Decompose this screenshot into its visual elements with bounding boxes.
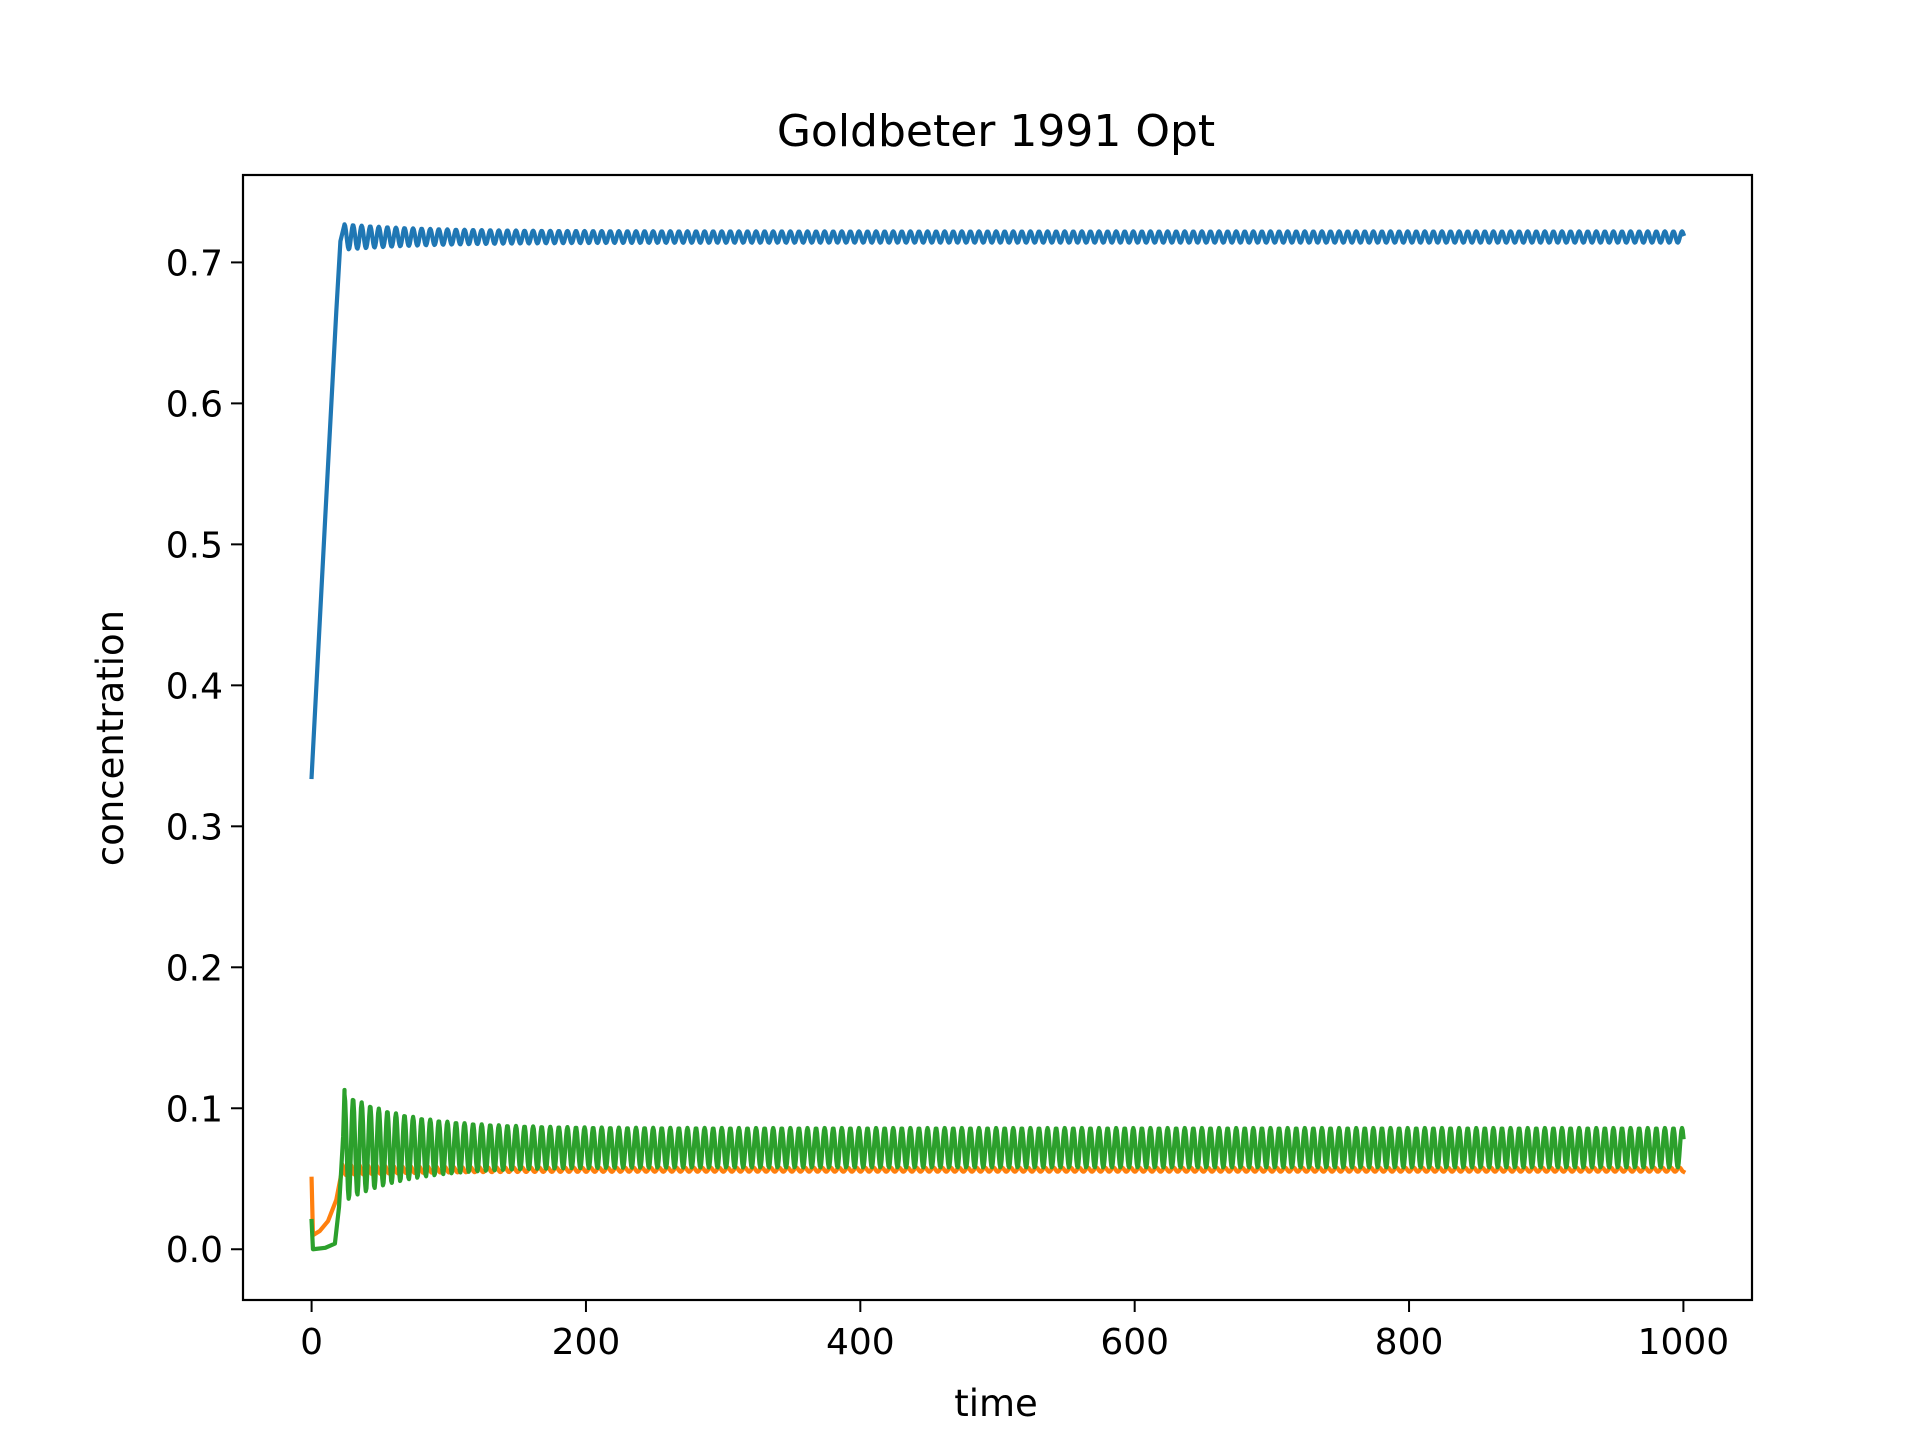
x-tick-label: 0 bbox=[300, 1322, 323, 1363]
series-line-1 bbox=[309, 222, 1687, 780]
y-tick-label: 0.3 bbox=[166, 807, 223, 848]
x-tick-label: 800 bbox=[1375, 1322, 1444, 1363]
y-tick-label: 0.1 bbox=[166, 1089, 223, 1130]
y-axis-ticks: 0.0 0.1 0.2 0.3 0.4 0.5 0.6 0.7 bbox=[166, 243, 243, 1271]
y-tick-label: 0.5 bbox=[166, 525, 223, 566]
y-tick-label: 0.2 bbox=[166, 948, 223, 989]
series-line-3 bbox=[309, 1087, 1686, 1252]
x-tick-label: 400 bbox=[826, 1322, 895, 1363]
y-tick-label: 0.7 bbox=[166, 243, 223, 284]
chart-title: Goldbeter 1991 Opt bbox=[777, 106, 1215, 157]
plot-lines bbox=[309, 222, 1687, 1252]
x-axis-ticks: 0 200 400 600 800 1000 bbox=[300, 1300, 1729, 1363]
plot-frame bbox=[241, 173, 1754, 1302]
x-tick-label: 600 bbox=[1100, 1322, 1169, 1363]
y-axis-label: concentration bbox=[89, 610, 132, 866]
y-tick-label: 0.0 bbox=[166, 1230, 223, 1271]
y-tick-label: 0.6 bbox=[166, 384, 223, 425]
x-tick-label: 1000 bbox=[1638, 1322, 1730, 1363]
x-axis-label: time bbox=[954, 1382, 1038, 1425]
y-tick-label: 0.4 bbox=[166, 666, 223, 707]
x-tick-label: 200 bbox=[552, 1322, 621, 1363]
